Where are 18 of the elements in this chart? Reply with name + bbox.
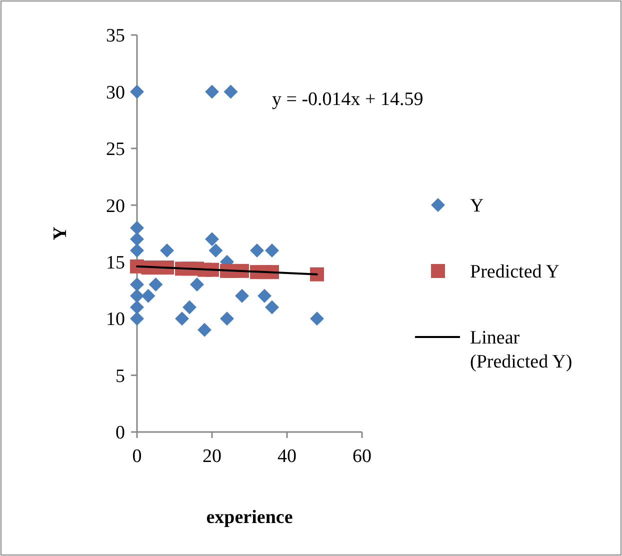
x-tick-label: 0 — [132, 446, 142, 467]
y-tick-label: 35 — [106, 26, 125, 47]
legend-label: Y — [470, 196, 484, 217]
legend-label: Linear (Predicted Y) — [470, 328, 572, 372]
y-tick-label: 0 — [116, 422, 125, 444]
x-tick-label: 60 — [352, 446, 372, 467]
x-axis-title: experience — [206, 507, 293, 528]
y-tick-label: 30 — [106, 82, 125, 104]
x-tick-label: 40 — [278, 446, 296, 467]
y-tick-label: 10 — [106, 309, 125, 330]
y-tick-label: 15 — [106, 252, 125, 274]
legend-label: Predicted Y — [470, 262, 560, 283]
y-tick-label: 20 — [106, 196, 125, 217]
y-tick-label: 25 — [106, 139, 125, 160]
x-tick-label: 20 — [202, 446, 222, 467]
annotation: y = -0.014x + 14.59 — [272, 89, 424, 110]
y-axis-title: Y — [50, 226, 71, 240]
y-tick-label: 5 — [116, 366, 125, 387]
